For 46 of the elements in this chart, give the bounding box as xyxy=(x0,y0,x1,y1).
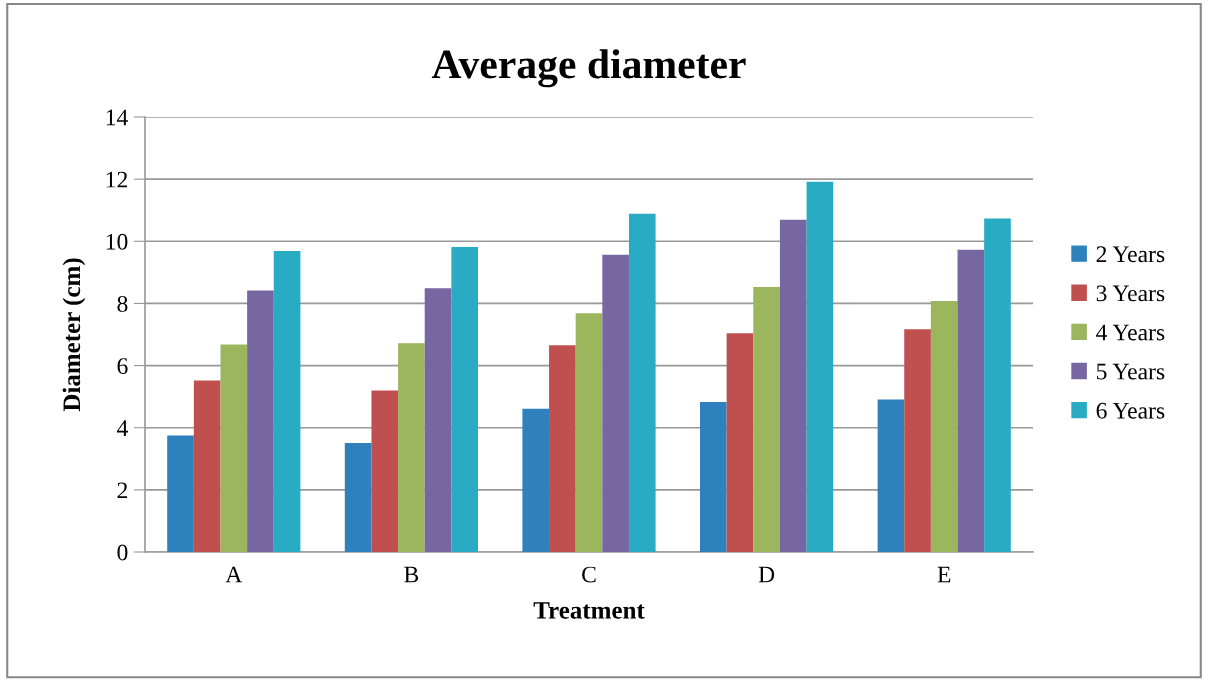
bar xyxy=(957,249,985,552)
bar xyxy=(628,213,656,552)
y-tick-label: 0 xyxy=(117,544,128,561)
bar xyxy=(167,435,194,552)
legend-label: 5 Years xyxy=(1096,363,1165,380)
x-tick-label: E xyxy=(937,566,951,583)
y-tick-label: 8 xyxy=(117,295,128,312)
legend-label: 3 Years xyxy=(1096,285,1165,302)
bar xyxy=(726,333,754,552)
bar xyxy=(700,401,727,552)
legend-label: 2 Years xyxy=(1096,246,1165,263)
bar xyxy=(273,250,301,552)
chart-title: Average diameter xyxy=(431,49,746,88)
bar xyxy=(522,408,550,552)
y-axis-title: Diameter (cm) xyxy=(62,258,86,412)
bar xyxy=(984,218,1011,552)
bar xyxy=(877,399,905,552)
y-tick-label: 2 xyxy=(117,482,128,499)
legend-label: 6 Years xyxy=(1096,402,1165,419)
bar xyxy=(220,344,248,552)
x-tick-label: C xyxy=(582,566,596,583)
bar xyxy=(424,288,452,552)
x-tick-label: A xyxy=(225,566,243,583)
y-tick-label: 6 xyxy=(117,358,128,374)
bar xyxy=(904,329,931,552)
bar xyxy=(779,219,807,552)
bar xyxy=(549,345,576,552)
x-tick-label: B xyxy=(404,566,419,583)
y-tick-label: 14 xyxy=(106,109,128,126)
y-tick-label: 4 xyxy=(116,420,128,436)
bar xyxy=(806,181,834,552)
legend-label: 4 Years xyxy=(1096,324,1165,341)
bar xyxy=(398,343,425,552)
bar xyxy=(753,286,780,552)
bar xyxy=(247,290,274,552)
y-tick-label: 10 xyxy=(106,233,128,250)
bar xyxy=(371,390,399,552)
x-tick-label: D xyxy=(758,566,775,583)
bar xyxy=(344,442,372,552)
y-tick-label: 12 xyxy=(106,171,128,188)
bar xyxy=(930,300,958,552)
bar xyxy=(602,254,629,552)
bar xyxy=(193,380,221,552)
bar xyxy=(451,246,478,552)
x-axis-title: Treatment xyxy=(533,602,645,619)
bar xyxy=(575,313,603,552)
